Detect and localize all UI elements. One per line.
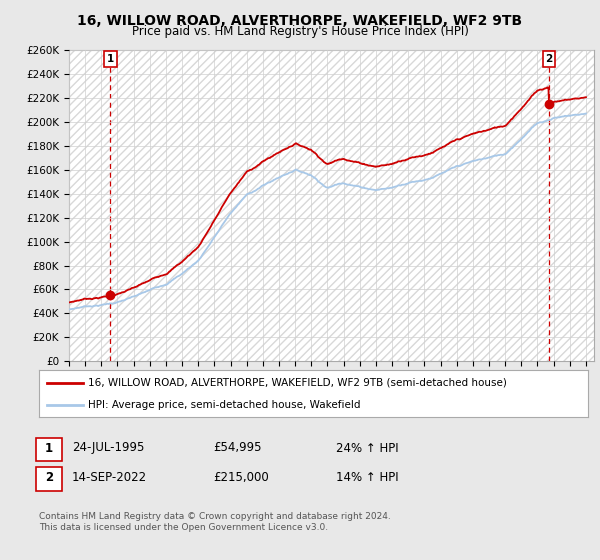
Text: 14-SEP-2022: 14-SEP-2022 xyxy=(72,470,147,484)
Text: Price paid vs. HM Land Registry's House Price Index (HPI): Price paid vs. HM Land Registry's House … xyxy=(131,25,469,38)
Text: 2: 2 xyxy=(545,54,553,64)
Text: 24-JUL-1995: 24-JUL-1995 xyxy=(72,441,145,455)
Text: 2: 2 xyxy=(45,470,53,484)
Text: HPI: Average price, semi-detached house, Wakefield: HPI: Average price, semi-detached house,… xyxy=(88,400,361,410)
Text: Contains HM Land Registry data © Crown copyright and database right 2024.
This d: Contains HM Land Registry data © Crown c… xyxy=(39,512,391,532)
Text: 14% ↑ HPI: 14% ↑ HPI xyxy=(336,470,398,484)
Text: 16, WILLOW ROAD, ALVERTHORPE, WAKEFIELD, WF2 9TB: 16, WILLOW ROAD, ALVERTHORPE, WAKEFIELD,… xyxy=(77,14,523,28)
Text: 1: 1 xyxy=(107,54,114,64)
Text: 1: 1 xyxy=(45,441,53,455)
Text: £215,000: £215,000 xyxy=(213,470,269,484)
Text: £54,995: £54,995 xyxy=(213,441,262,455)
Text: 16, WILLOW ROAD, ALVERTHORPE, WAKEFIELD, WF2 9TB (semi-detached house): 16, WILLOW ROAD, ALVERTHORPE, WAKEFIELD,… xyxy=(88,378,507,388)
Text: 24% ↑ HPI: 24% ↑ HPI xyxy=(336,441,398,455)
